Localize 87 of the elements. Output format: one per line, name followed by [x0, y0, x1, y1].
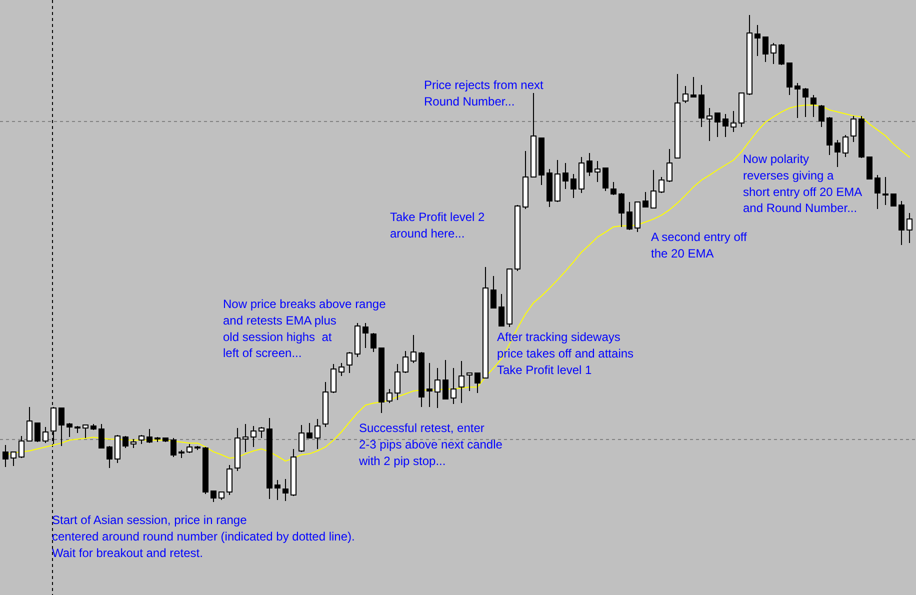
candlestick: [2, 444, 8, 468]
candlestick: [66, 422, 72, 438]
candlestick: [794, 82, 800, 118]
candlestick: [658, 176, 664, 194]
candlestick: [210, 490, 216, 502]
candlestick: [570, 173, 576, 199]
candlestick: [242, 424, 248, 452]
candlestick: [610, 182, 616, 196]
candlestick: [778, 44, 784, 66]
candlestick: [474, 372, 480, 394]
candlestick: [146, 428, 152, 444]
candlestick: [138, 434, 144, 445]
candlestick: [442, 359, 448, 400]
candlestick: [410, 334, 416, 364]
candlestick: [562, 162, 568, 190]
candlestick: [274, 480, 280, 501]
candlestick: [706, 108, 712, 142]
candlestick: [82, 424, 88, 439]
candlestick: [402, 350, 408, 374]
candlestick: [698, 84, 704, 128]
candlestick: [338, 362, 344, 376]
candlestick: [394, 364, 400, 401]
candlestick: [770, 42, 776, 65]
candlestick: [586, 152, 592, 177]
annotation: A second entry off the 20 EMA: [651, 230, 748, 260]
candlestick: [34, 422, 40, 443]
candlestick: [834, 140, 840, 168]
candlestick: [450, 368, 456, 405]
candlestick: [618, 192, 624, 228]
candlestick: [874, 174, 880, 210]
candlestick: [114, 434, 120, 464]
candlestick: [682, 86, 688, 104]
candlestick: [866, 156, 872, 180]
candlestick: [10, 451, 16, 466]
candlestick: [434, 368, 440, 409]
candlestick: [722, 113, 728, 138]
candlestick: [762, 36, 768, 63]
candlestick: [730, 110, 736, 132]
candlestick: [754, 24, 760, 56]
candlestick: [458, 360, 464, 404]
candlestick: [466, 372, 472, 392]
candlestick: [386, 388, 392, 404]
candlestick: [650, 169, 656, 208]
candlestick: [298, 424, 304, 452]
candlestick: [26, 406, 32, 442]
candlestick: [226, 464, 232, 496]
candlestick: [370, 332, 376, 353]
annotation: Now price breaks above range and retests EMA plus old session highs at left of screen...: [223, 297, 386, 360]
annotation: Successful retest, enter 2-3 pips above next candle with 2 pip stop...: [358, 421, 503, 468]
candlestick: [602, 167, 608, 192]
candlestick: [42, 426, 48, 444]
candlestick: [642, 191, 648, 208]
candlestick: [362, 322, 368, 349]
annotation: Price rejects from next Round Number...: [424, 78, 544, 108]
candlestick: [490, 276, 496, 309]
candlestick: [170, 438, 176, 458]
annotation: Take Profit level 2 around here...: [390, 210, 486, 240]
candlestick: [842, 134, 848, 158]
candlestick: [786, 62, 792, 96]
candlestick: [330, 364, 336, 394]
candlestick: [818, 104, 824, 128]
candlestick: [594, 160, 600, 183]
candlestick: [258, 426, 264, 439]
candlestick: [498, 294, 504, 327]
candlestick: [802, 88, 808, 118]
candlestick: [18, 435, 24, 459]
candlestick: [98, 424, 104, 448]
candlestick: [626, 202, 632, 230]
candlestick: [666, 148, 672, 183]
candlestick: [810, 94, 816, 118]
candlestick: [426, 362, 432, 408]
candlestick: [314, 418, 320, 450]
candlestick: [306, 422, 312, 439]
candlestick: [882, 176, 888, 206]
candlestick: [850, 115, 856, 143]
candlestick: [690, 76, 696, 98]
candlestick: [346, 352, 352, 374]
candlestick: [122, 435, 128, 448]
candlestick: [106, 445, 112, 468]
candlestick: [282, 478, 288, 502]
candlestick: [58, 408, 64, 446]
text: Start of Asian session, price in range centered around round number (indicated by dotted line). Wait for breakout and retest.: [52, 513, 355, 560]
candlestick: [250, 426, 256, 448]
candlestick: [714, 112, 720, 138]
candlestick: [906, 212, 912, 244]
candlestick: [890, 194, 896, 206]
annotation: Now polarity reverses giving a short entry off 20 EMA and Round Number...: [743, 152, 862, 216]
